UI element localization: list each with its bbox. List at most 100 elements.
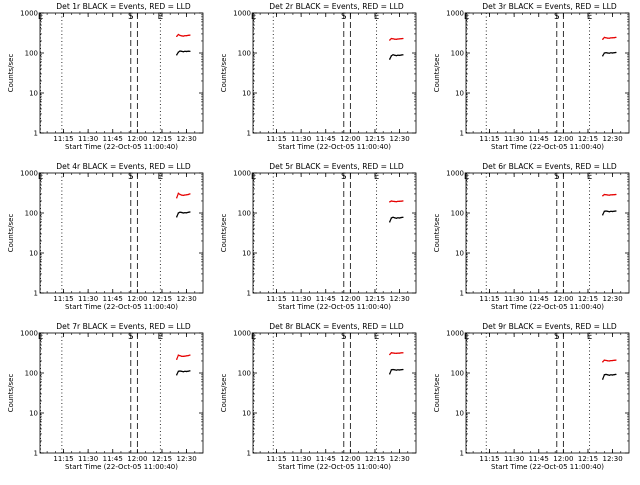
data-point [187, 211, 189, 213]
x-tick-label: 12:15 [365, 135, 385, 143]
marker-label: E [374, 12, 379, 22]
detector-panel-1: Det 1r BLACK = Events, RED = LLD E S E 1 10 10… [0, 0, 213, 160]
x-tick-label: 11:15 [53, 295, 73, 303]
x-axis-label: Start Time (22-Oct-05 11:00:40) [278, 303, 391, 311]
data-point [398, 200, 401, 202]
y-tick-label: 1 [247, 130, 251, 138]
chart-title: Det 5r BLACK = Events, RED = LLD [269, 162, 404, 171]
detector-panel-2: Det 2r BLACK = Events, RED = LLD E S E 1 10 10… [213, 0, 426, 160]
data-point [610, 52, 612, 54]
y-tick-label: 1000 [446, 170, 464, 178]
data-point [189, 34, 191, 36]
data-point [607, 360, 609, 362]
chart-title: Det 9r BLACK = Events, RED = LLD [482, 322, 617, 331]
x-tick-label: 11:30 [78, 295, 98, 303]
x-tick-label: 12:30 [389, 455, 409, 463]
plot-frame [252, 332, 417, 454]
data-point [184, 50, 186, 52]
x-tick-label: 12:15 [578, 135, 598, 143]
y-tick-label: 1000 [446, 10, 464, 18]
y-tick-label: 100 [238, 50, 251, 58]
data-point [607, 210, 609, 212]
x-tick-label: 11:15 [266, 295, 286, 303]
data-point [181, 370, 183, 372]
x-tick-label: 12:00 [553, 455, 573, 463]
y-tick-label: 100 [238, 210, 251, 218]
plot-frame [465, 172, 630, 294]
data-point [611, 210, 614, 213]
data-point [602, 361, 604, 363]
data-point [613, 359, 615, 361]
data-point [605, 373, 607, 376]
data-point [187, 370, 189, 372]
x-tick-label: 11:30 [504, 135, 524, 143]
data-point [402, 200, 404, 202]
data-point [189, 211, 191, 213]
data-point [189, 370, 191, 372]
data-point [176, 54, 178, 56]
data-point [177, 51, 179, 53]
data-point [397, 200, 399, 202]
data-point [400, 216, 402, 219]
x-tick-label: 11:30 [291, 455, 311, 463]
detector-panel-7: Det 7r BLACK = Events, RED = LLD E S E 1 10 10… [0, 320, 213, 480]
data-point [397, 217, 399, 219]
data-point [602, 55, 604, 57]
x-tick-label: 11:45 [529, 455, 549, 463]
x-tick-label: 11:15 [53, 135, 73, 143]
x-tick-label: 11:45 [103, 135, 123, 143]
x-tick-label: 11:15 [479, 455, 499, 463]
y-axis-label: Counts/sec [433, 54, 441, 93]
data-point [607, 374, 609, 376]
data-point [607, 52, 609, 54]
x-tick-label: 11:15 [53, 455, 73, 463]
x-tick-label: 12:00 [340, 295, 360, 303]
x-axis-label: Start Time (22-Oct-05 11:00:40) [491, 303, 604, 311]
data-point [398, 369, 401, 371]
detector-panel-5: Det 5r BLACK = Events, RED = LLD E S E 1 10 10… [213, 160, 426, 320]
data-point [603, 36, 605, 39]
x-tick-label: 11:30 [504, 295, 524, 303]
data-point [184, 370, 186, 372]
chart-title: Det 8r BLACK = Events, RED = LLD [269, 322, 404, 331]
x-tick-label: 11:15 [479, 295, 499, 303]
y-tick-label: 10 [455, 250, 464, 258]
x-tick-label: 12:15 [578, 295, 598, 303]
data-point [400, 38, 402, 40]
data-point [400, 369, 402, 371]
x-tick-label: 12:15 [578, 455, 598, 463]
data-point [611, 194, 614, 196]
data-point [176, 358, 178, 360]
data-point [398, 217, 401, 219]
y-tick-label: 10 [29, 410, 38, 418]
marker-label: E [158, 172, 163, 182]
data-point [613, 52, 615, 54]
x-tick-label: 11:30 [78, 135, 98, 143]
plot-frame [252, 172, 417, 294]
chart-title: Det 2r BLACK = Events, RED = LLD [269, 2, 404, 11]
data-point [185, 370, 188, 373]
x-tick-label: 12:15 [152, 295, 172, 303]
data-point [392, 352, 394, 354]
y-tick-label: 100 [25, 50, 38, 58]
x-axis-label: Start Time (22-Oct-05 11:00:40) [278, 463, 391, 471]
x-tick-label: 11:45 [529, 295, 549, 303]
marker-label: E [374, 172, 379, 182]
data-point [181, 211, 183, 214]
data-point [608, 194, 610, 196]
data-point [179, 50, 181, 52]
data-point [615, 210, 617, 212]
data-point [181, 194, 183, 196]
data-point [187, 34, 189, 36]
data-point [189, 50, 191, 52]
data-point [613, 374, 615, 376]
y-tick-label: 100 [451, 50, 464, 58]
data-point [603, 374, 605, 376]
x-tick-label: 12:15 [365, 455, 385, 463]
chart-title: Det 7r BLACK = Events, RED = LLD [56, 322, 191, 331]
data-point [605, 37, 607, 39]
data-point [398, 38, 401, 40]
detector-panel-4: Det 4r BLACK = Events, RED = LLD E S E 1 10 10… [0, 160, 213, 320]
